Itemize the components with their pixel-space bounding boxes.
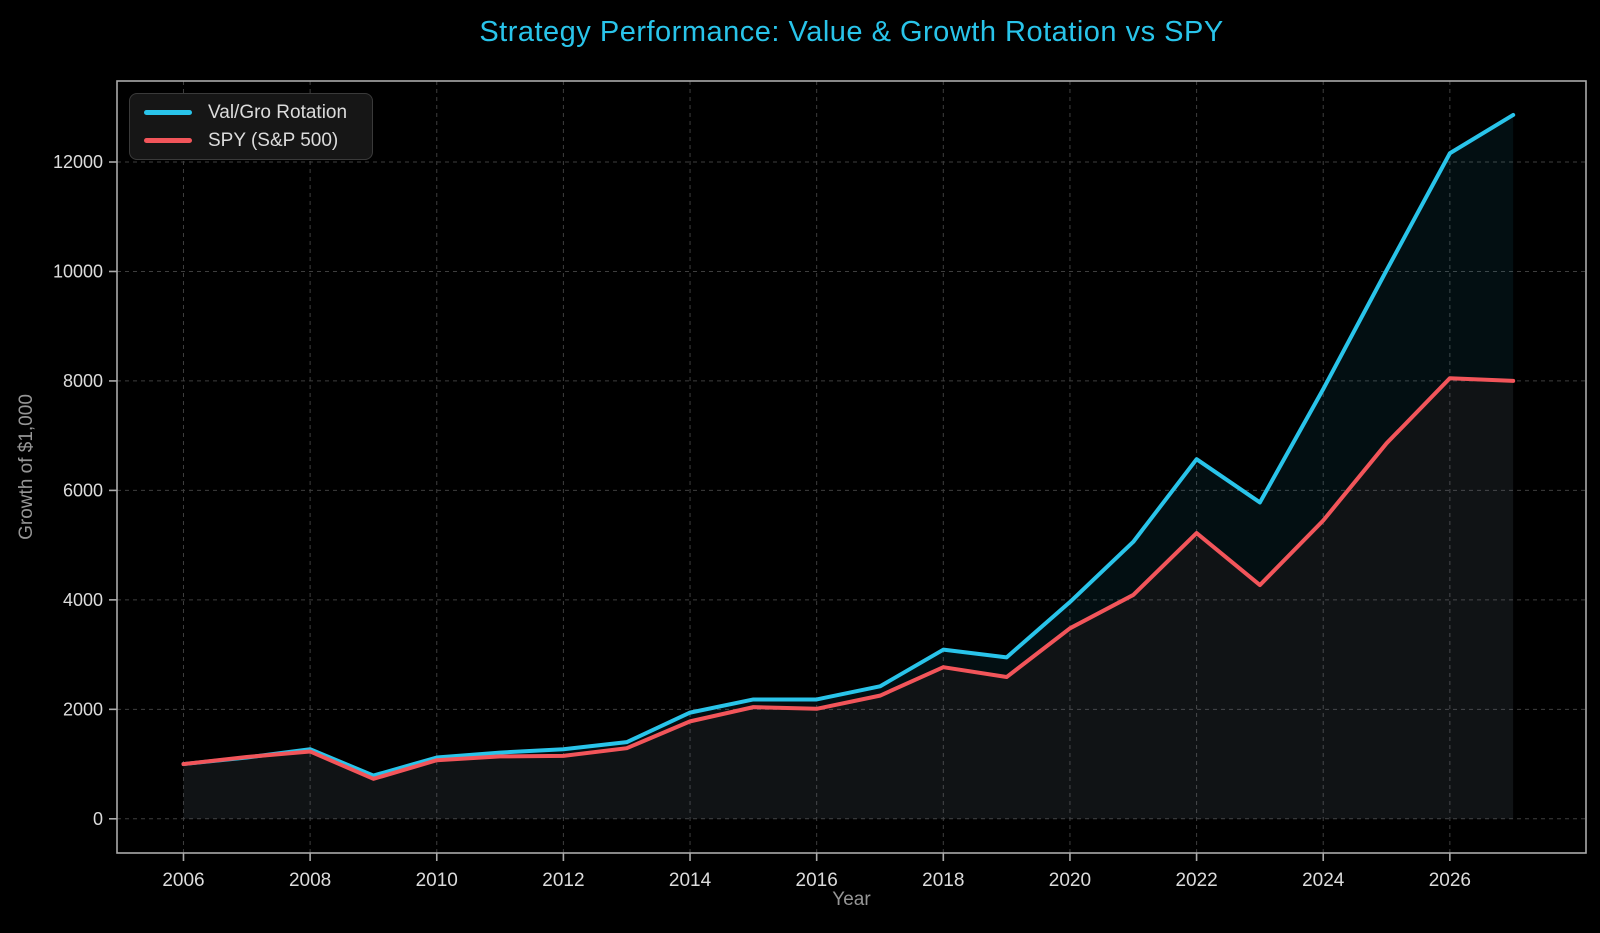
legend-item-1: SPY (S&P 500) xyxy=(144,131,354,150)
series-line-1 xyxy=(181,376,1516,781)
y-tick-label: 12000 xyxy=(53,152,103,172)
x-tick-label: 2014 xyxy=(669,870,712,891)
x-tick-label: 2026 xyxy=(1429,870,1471,891)
x-tick-label: 2024 xyxy=(1302,870,1345,891)
x-axis-label: Year xyxy=(832,889,871,910)
y-tick-label: 6000 xyxy=(63,480,103,500)
plot-frame xyxy=(116,80,1587,854)
x-tick-label: 2010 xyxy=(416,870,458,891)
legend-swatch-1 xyxy=(144,138,192,143)
y-tick-label: 10000 xyxy=(53,261,103,281)
series-area-0 xyxy=(183,114,1514,819)
legend-item-0: Val/Gro Rotation xyxy=(144,103,354,122)
x-tick-label: 2006 xyxy=(162,870,204,891)
x-tick-label: 2022 xyxy=(1175,870,1217,891)
series-area-1 xyxy=(183,378,1514,819)
x-tick-label: 2020 xyxy=(1049,870,1091,891)
chart-title: Strategy Performance: Value & Growth Rot… xyxy=(479,16,1224,48)
legend-swatch-0 xyxy=(144,110,192,115)
x-tick-label: 2008 xyxy=(289,870,331,891)
series-line-0 xyxy=(181,112,1516,778)
legend: Val/Gro Rotation SPY (S&P 500) xyxy=(129,93,373,160)
legend-label-1: SPY (S&P 500) xyxy=(208,130,339,151)
y-tick-label: 4000 xyxy=(63,590,103,610)
x-tick-label: 2012 xyxy=(542,870,584,891)
x-tick-label: 2018 xyxy=(922,870,964,891)
y-tick-label: 8000 xyxy=(63,371,103,391)
legend-label-0: Val/Gro Rotation xyxy=(208,102,348,123)
y-axis-label: Growth of $1,000 xyxy=(16,394,37,540)
x-tick-label: 2016 xyxy=(796,870,838,891)
y-tick-label: 0 xyxy=(93,809,103,829)
y-tick-label: 2000 xyxy=(63,699,103,719)
